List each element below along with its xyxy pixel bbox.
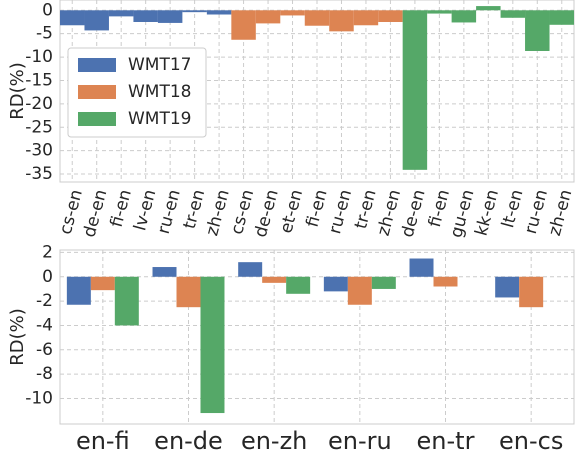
legend-label: WMT17	[128, 55, 192, 75]
y-axis-label: RD(%)	[7, 62, 28, 120]
y-tick-label: 2	[42, 242, 53, 262]
y-tick-label: -2	[36, 291, 53, 311]
y-axis-label: RD(%)	[7, 308, 28, 366]
bar	[304, 10, 330, 26]
x-tick-label: en-tr	[417, 427, 475, 455]
bar	[323, 276, 348, 292]
x-tick-label: en-de	[154, 427, 223, 455]
bar	[409, 258, 434, 277]
bar	[157, 10, 183, 23]
bar	[519, 276, 544, 308]
bar	[176, 276, 201, 308]
bar	[433, 276, 458, 287]
bar	[206, 10, 232, 15]
legend-swatch	[78, 85, 116, 99]
y-tick-label: 0	[42, 267, 53, 287]
y-tick-label: -25	[25, 117, 53, 137]
bar	[114, 276, 139, 326]
bar	[238, 262, 263, 277]
bar	[371, 276, 396, 289]
bar	[427, 10, 452, 14]
y-tick-label: -30	[25, 141, 53, 161]
bar	[108, 10, 134, 17]
y-tick-label: -6	[36, 340, 53, 360]
legend-swatch	[78, 58, 116, 72]
legend-swatch	[78, 112, 116, 126]
bar	[549, 10, 574, 25]
y-tick-label: -15	[25, 70, 53, 90]
bar	[66, 276, 91, 305]
bar	[262, 276, 287, 283]
bar	[182, 10, 207, 13]
bar	[329, 10, 354, 32]
bar	[402, 10, 428, 170]
bar	[500, 10, 526, 18]
y-tick-label: -10	[25, 388, 53, 408]
y-tick-label: -35	[25, 164, 53, 184]
bar	[347, 276, 372, 305]
bar	[451, 10, 477, 23]
bar	[90, 276, 115, 291]
bar	[200, 276, 225, 414]
bar	[476, 6, 501, 11]
y-tick-label: -4	[36, 315, 53, 335]
bar	[255, 10, 281, 24]
bar	[84, 10, 109, 31]
bar	[231, 10, 256, 40]
bar	[378, 10, 403, 22]
bar	[152, 267, 177, 277]
x-tick-label: en-fi	[76, 427, 130, 455]
bar	[133, 10, 158, 22]
x-tick-label: en-cs	[499, 427, 563, 455]
bar	[525, 10, 550, 51]
bar	[60, 10, 85, 26]
plot-area	[59, 249, 575, 425]
y-tick-label: -20	[25, 94, 53, 114]
y-tick-label: -10	[25, 47, 53, 67]
y-tick-label: 0	[42, 0, 53, 20]
legend-label: WMT18	[128, 82, 192, 102]
x-tick-label: en-ru	[328, 427, 392, 455]
x-tick-label: en-zh	[241, 427, 307, 455]
bar	[280, 10, 305, 16]
y-tick-label: -8	[36, 364, 53, 384]
bar	[495, 276, 520, 298]
legend-label: WMT19	[128, 109, 192, 129]
y-tick-label: -5	[36, 24, 53, 44]
bar	[286, 276, 311, 294]
bar	[353, 10, 379, 26]
